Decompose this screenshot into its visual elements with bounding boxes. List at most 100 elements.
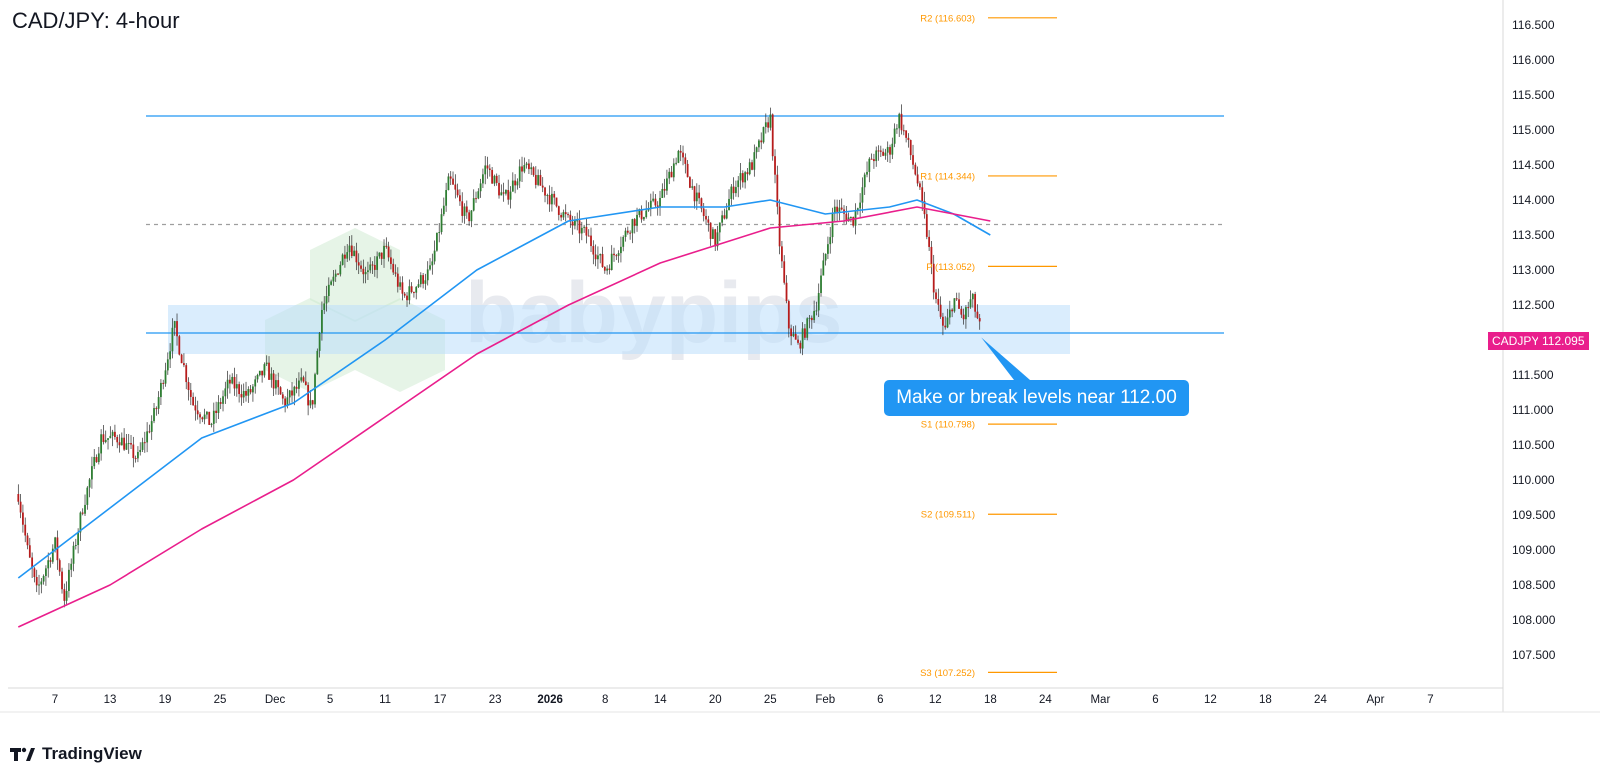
candle-down — [539, 175, 542, 186]
pivot-label-s1: S1 (110.798) — [921, 420, 975, 431]
candle-down — [944, 325, 947, 328]
candle-down — [486, 165, 489, 169]
candle-up — [523, 165, 526, 172]
candle-down — [978, 318, 981, 322]
candle-down — [380, 252, 383, 259]
candle-down — [495, 175, 498, 183]
candle-up — [806, 318, 809, 338]
candle-down — [569, 214, 572, 222]
candle-down — [905, 130, 908, 138]
candle-down — [794, 333, 797, 340]
candle-up — [222, 396, 224, 404]
candle-down — [590, 235, 592, 247]
candle-up — [127, 443, 130, 445]
candle-down — [281, 394, 284, 399]
candle-down — [406, 295, 408, 301]
candle-down — [532, 167, 535, 175]
candle-down — [670, 171, 673, 178]
candle-down — [81, 512, 84, 514]
candle-down — [183, 363, 185, 366]
tradingview-logo[interactable]: TradingView — [10, 744, 142, 764]
candle-down — [656, 205, 659, 208]
candle-down — [939, 304, 942, 317]
y-tick-label: 115.500 — [1512, 88, 1555, 102]
candle-up — [109, 435, 112, 439]
candle-up — [327, 284, 330, 297]
candle-up — [399, 282, 402, 287]
candle-down — [882, 151, 885, 156]
candle-down — [942, 316, 944, 326]
x-tick-label: 24 — [1039, 694, 1052, 706]
candle-down — [608, 268, 611, 270]
candle-down — [698, 192, 701, 199]
candle-down — [578, 220, 581, 234]
candle-down — [889, 147, 891, 155]
candle-up — [79, 512, 82, 533]
candle-up — [100, 434, 103, 454]
candle-down — [422, 275, 425, 284]
candle-up — [850, 217, 852, 219]
candle-up — [695, 192, 698, 202]
watermark-hexagon — [310, 228, 400, 322]
candle-down — [879, 150, 882, 152]
candle-down — [567, 214, 569, 216]
candle-up — [622, 236, 625, 247]
candle-down — [118, 442, 121, 446]
candle-down — [344, 254, 346, 259]
candle-up — [971, 293, 974, 300]
candle-down — [907, 137, 910, 141]
candle-down — [534, 174, 537, 185]
candle-up — [424, 280, 427, 284]
candle-up — [265, 362, 268, 365]
candle-down — [785, 282, 788, 302]
candle-down — [797, 339, 799, 343]
candle-down — [919, 183, 921, 188]
candle-down — [385, 245, 388, 247]
candle-down — [921, 187, 924, 202]
candle-down — [852, 217, 855, 226]
candle-up — [748, 162, 751, 175]
candle-down — [555, 197, 558, 207]
candle-up — [88, 479, 91, 488]
candle-up — [493, 175, 496, 184]
candle-down — [601, 254, 604, 267]
candle-up — [436, 232, 438, 251]
candle-up — [139, 449, 142, 452]
candle-down — [387, 246, 390, 258]
candle-down — [130, 443, 132, 445]
candle-up — [293, 386, 296, 396]
candle-up — [606, 268, 609, 271]
candle-down — [475, 198, 477, 200]
candle-down — [521, 166, 523, 172]
candle-down — [633, 219, 636, 226]
candle-up — [610, 253, 613, 270]
candle-up — [447, 176, 450, 191]
candle-up — [256, 374, 259, 380]
y-tick-label: 107.500 — [1512, 648, 1556, 662]
candle-up — [576, 220, 579, 222]
candle-up — [242, 390, 245, 398]
x-tick-label: 23 — [489, 694, 502, 706]
candle-up — [45, 568, 47, 576]
candle-down — [746, 172, 749, 175]
candle-down — [468, 212, 471, 222]
candle-down — [663, 188, 666, 191]
candle-up — [868, 158, 871, 172]
moving-average-fast — [17, 199, 991, 579]
candle-up — [482, 174, 484, 184]
x-tick-label: 7 — [52, 694, 58, 706]
candle-up — [330, 281, 333, 285]
brand-name: TradingView — [42, 744, 142, 763]
candle-up — [484, 165, 487, 175]
candle-down — [751, 162, 753, 170]
candle-up — [150, 421, 153, 432]
candle-up — [77, 532, 80, 546]
candle-down — [229, 379, 231, 384]
candle-down — [31, 557, 34, 569]
candle-down — [967, 307, 970, 309]
candle-down — [284, 398, 287, 406]
candle-up — [861, 187, 864, 203]
candle-up — [247, 389, 250, 396]
pivot-label-r2: R2 (116.603) — [920, 13, 975, 24]
